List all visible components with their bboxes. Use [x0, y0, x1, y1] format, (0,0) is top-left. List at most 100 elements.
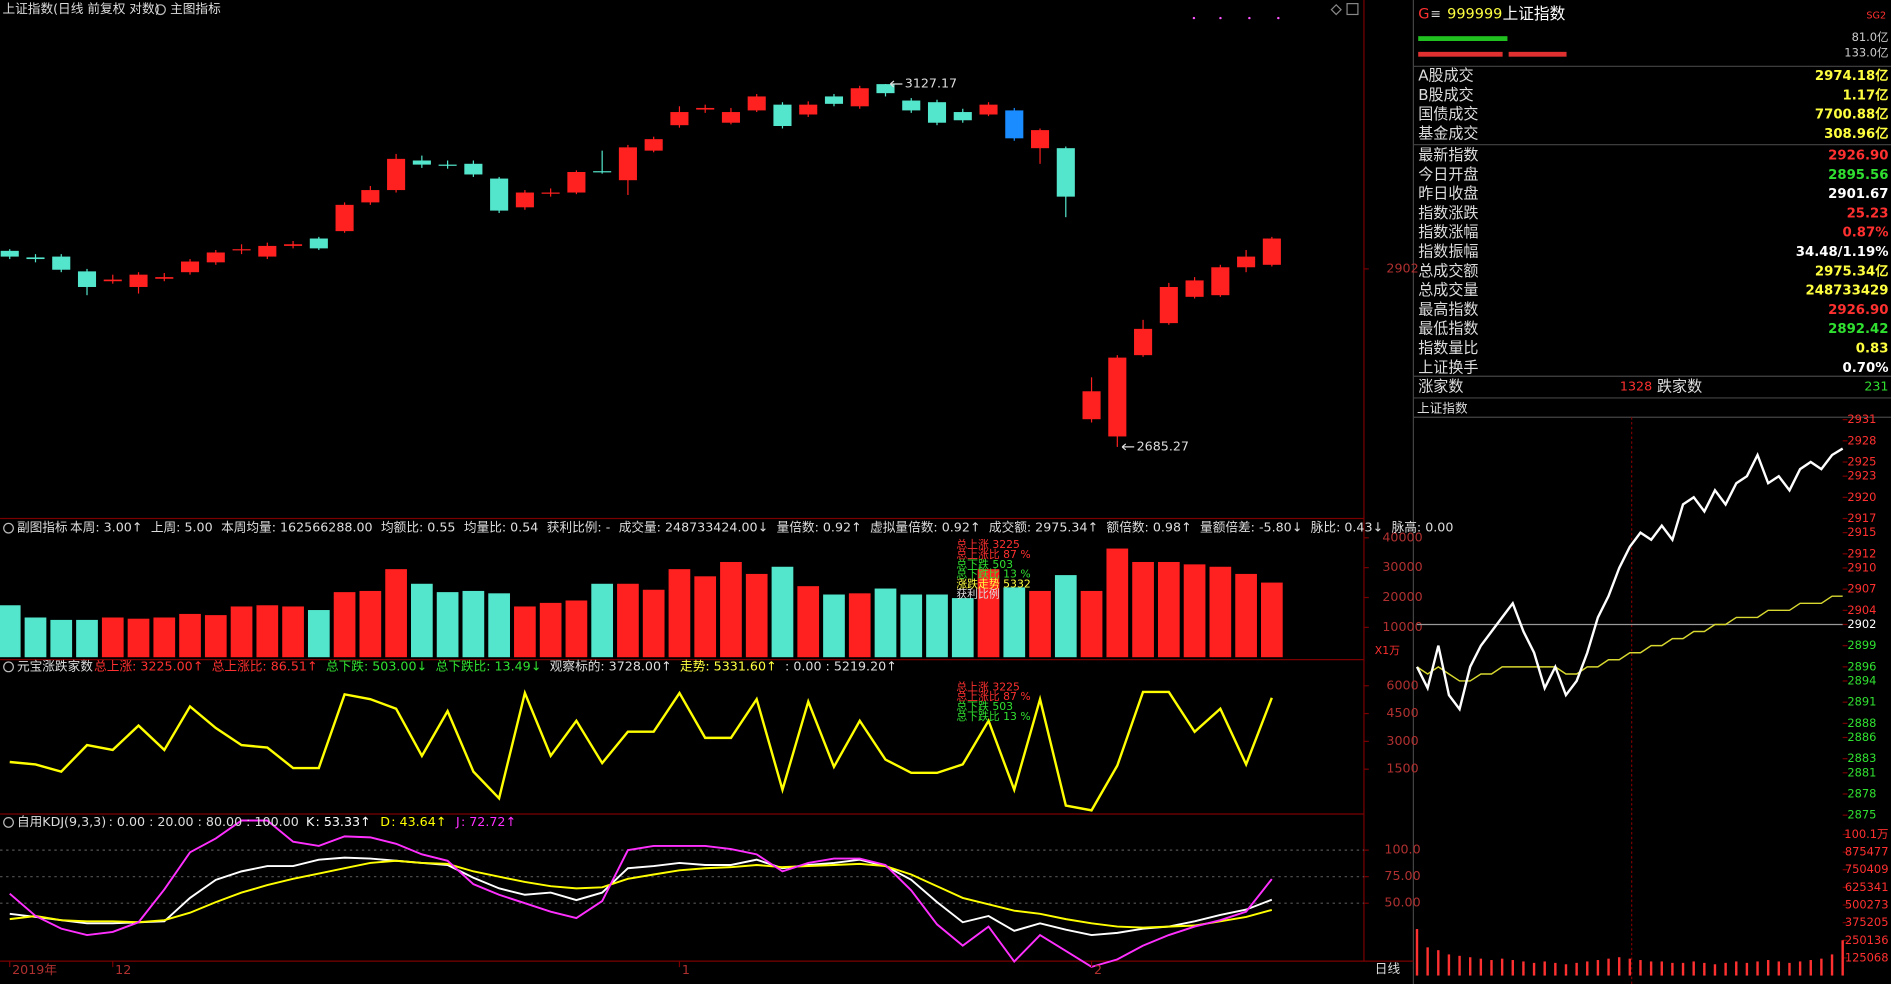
intraday-volume: [1607, 958, 1610, 976]
legend-value: : 72.72↑: [461, 814, 516, 829]
annotation: 获利比例: [956, 587, 1000, 601]
stat: 均量比: 0.54: [464, 520, 538, 535]
intraday-volume: [1692, 961, 1695, 976]
volume-bar: [874, 588, 897, 658]
legend-value: : 43.64↑: [391, 814, 446, 829]
stat: : 0.00 : 5219.20↑: [785, 658, 897, 673]
icon: [3, 661, 14, 673]
y-tick-label: 500273: [1845, 898, 1889, 912]
y-tick-label: 2875: [1847, 808, 1876, 822]
volume-bar: [1235, 573, 1257, 658]
volume-bar: [720, 561, 742, 658]
quote-label: B股成交: [1418, 86, 1474, 104]
y-tick-label: 2904: [1847, 603, 1876, 617]
quote-label: 总成交量: [1418, 281, 1478, 299]
y-tick-label: 2907: [1847, 582, 1876, 596]
stat: 量额倍差: -5.80↓: [1200, 520, 1302, 535]
y-tick-label: 2931: [1847, 412, 1876, 426]
candle-body: [1211, 267, 1230, 296]
kdj-line: [9, 856, 1273, 937]
candle-body: [1262, 238, 1281, 265]
intraday-volume: [1479, 958, 1483, 976]
stat: 总上涨比: 86.51↑: [212, 658, 318, 673]
y-tick-label: 100.0: [1384, 842, 1420, 857]
intraday-volume: [1639, 960, 1642, 976]
volume-bar: [642, 589, 665, 658]
icon[interactable]: [1346, 3, 1359, 16]
y-tick-label: 2894: [1847, 673, 1876, 687]
indicator-name[interactable]: 主图指标: [170, 1, 221, 16]
y-tick-label: 2878: [1847, 786, 1876, 800]
stat: 总上涨: 3225.00↑: [94, 658, 203, 673]
intraday-volume: [1660, 961, 1663, 976]
candle-body: [979, 104, 998, 115]
annotation: 总下跌比 13 %: [956, 709, 1030, 723]
annotation: 总上涨比 87 %: [956, 547, 1030, 561]
quote-value: 7700.88亿: [1815, 106, 1889, 123]
legend-name: K: [306, 814, 315, 829]
y-tick-label: 2910: [1847, 560, 1876, 574]
stat: 量倍数: 0.92↑: [777, 520, 862, 535]
volume-bar: [230, 606, 253, 658]
y-tick-label: 750409: [1845, 862, 1889, 876]
intraday-volume: [1564, 964, 1568, 976]
x-tick-label: 2019年: [12, 962, 57, 977]
volume-bar: [488, 593, 510, 658]
legend-name: J: [455, 814, 460, 829]
y-tick-label: 2925: [1847, 455, 1876, 469]
volume-bar: [436, 592, 459, 658]
candle-body: [670, 112, 689, 126]
quote-value: 2974.18亿: [1815, 67, 1889, 84]
period[interactable]: 日线: [1375, 961, 1401, 976]
y-tick-label: 10000: [1382, 619, 1422, 634]
candle-body: [1005, 110, 1024, 139]
candle-body: [103, 279, 122, 282]
code: 999999: [1447, 6, 1502, 22]
intraday-volume: [1490, 960, 1493, 976]
y-tick-label: 2902: [1847, 617, 1876, 631]
candle-body: [721, 112, 740, 123]
intraday-volume: [1766, 960, 1770, 976]
quote-label: 指数涨幅: [1418, 223, 1478, 241]
volume-bar: [848, 593, 871, 658]
quote-value: 2895.56: [1828, 168, 1888, 183]
volume-bar: [1106, 548, 1129, 658]
y-tick-label: 2899: [1847, 638, 1876, 652]
icon[interactable]: [1330, 3, 1342, 16]
candle-body: [593, 171, 612, 173]
quote-value: 2926.90: [1828, 303, 1888, 318]
volume-bar: [76, 619, 98, 658]
y-tick-label: 2881: [1847, 765, 1876, 779]
candle-body: [927, 102, 947, 123]
panel-title: 元宝涨跌家数: [17, 658, 93, 673]
candle-body: [284, 244, 303, 246]
quote-value: 2926.90: [1828, 149, 1888, 164]
y-tick-label: 125068: [1845, 950, 1889, 964]
candle-body: [747, 96, 766, 111]
quote-label: 指数涨跌: [1418, 204, 1478, 222]
icon[interactable]: [155, 4, 166, 16]
stat: 总下跌比: 13.49↓: [436, 658, 542, 673]
volume-bar: [797, 586, 820, 658]
quote-label: A股成交: [1418, 66, 1474, 84]
quote-label: 指数量比: [1418, 339, 1478, 357]
volume-bar: [1003, 587, 1026, 658]
y-tick-label: 1500: [1386, 761, 1418, 776]
volume-bar: [926, 594, 948, 658]
intraday-volume: [1532, 962, 1536, 976]
volume-bar: [1132, 561, 1154, 658]
annotation: 总上涨 3225: [956, 537, 1020, 551]
volume-bar: [204, 615, 227, 658]
quote-value: 2892.42: [1828, 322, 1888, 337]
candle-body: [464, 163, 483, 175]
candle-body: [1082, 391, 1101, 420]
volume-bar: [823, 594, 845, 658]
stat: 成交量: 248733424.00↓: [619, 520, 768, 535]
volume-bar: [1157, 561, 1180, 658]
quote-value: 0.87%: [1843, 226, 1889, 241]
quote-label: 今日开盘: [1418, 165, 1478, 183]
intraday-volume: [1798, 961, 1802, 976]
legend-name: D: [380, 814, 390, 829]
annotation: 总下跌比 13 %: [956, 567, 1030, 581]
stat: 均额比: 0.55: [381, 520, 455, 535]
